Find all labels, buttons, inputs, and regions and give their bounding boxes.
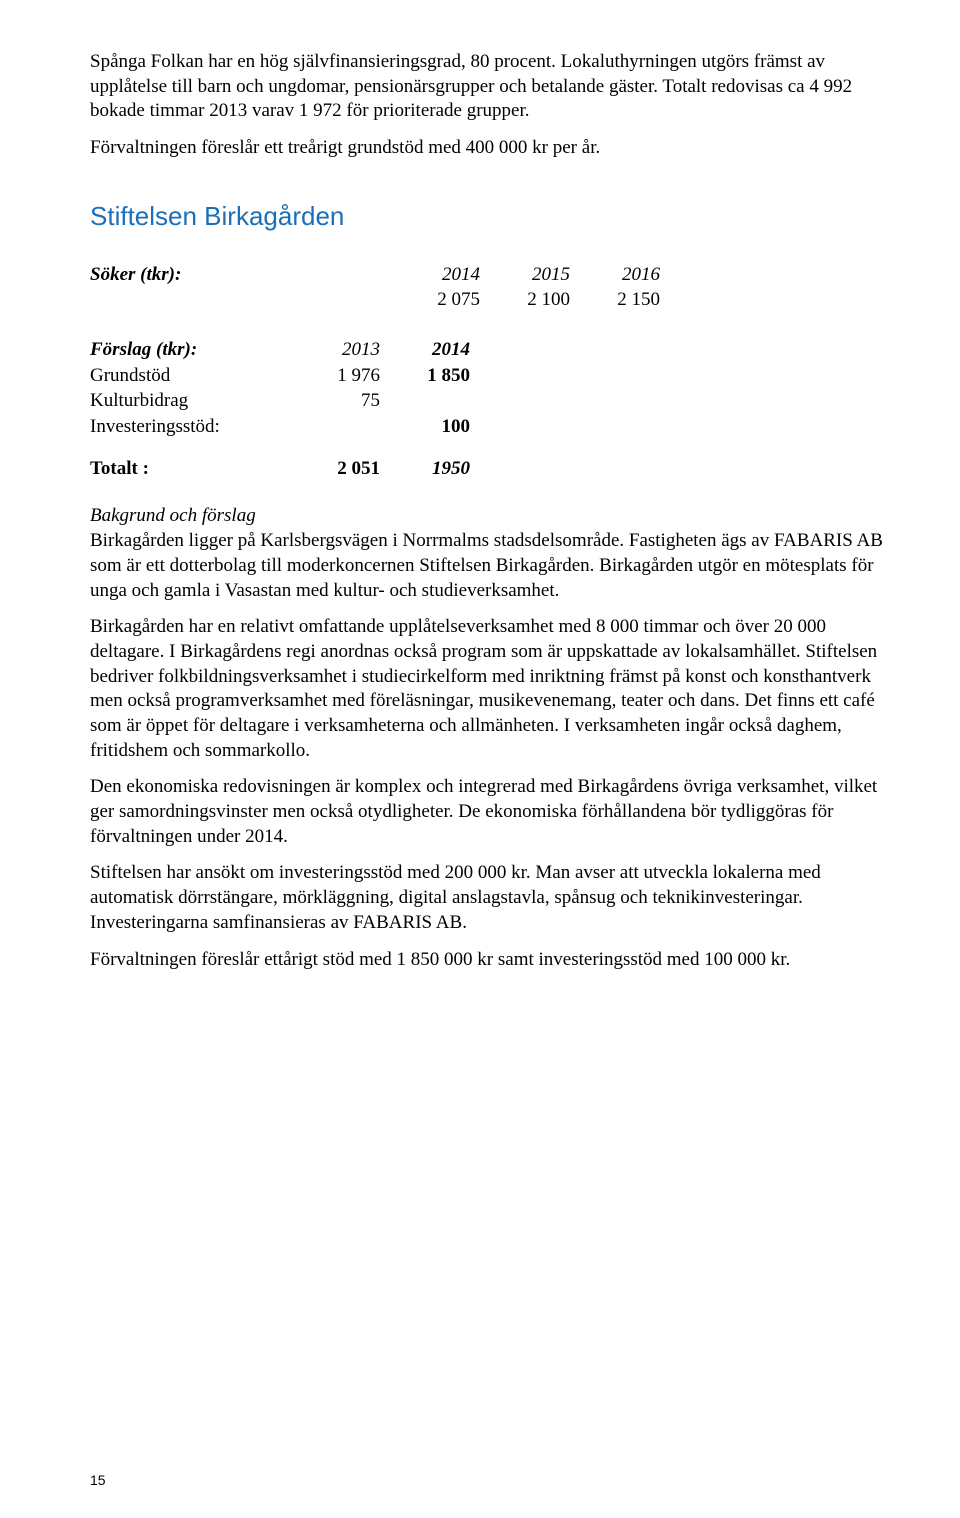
forslag-header-label: Förslag (tkr):: [90, 337, 290, 363]
soker-year-2: 2015: [480, 262, 570, 288]
document-page: Spånga Folkan har en hög självfinansieri…: [0, 0, 960, 1518]
forslag-total-c1: 2 051: [290, 456, 380, 482]
forslag-row: Investeringsstöd: 100: [90, 414, 890, 440]
soker-val-2: 2 100: [480, 287, 570, 313]
forslag-row-c2: [380, 388, 470, 414]
soker-spacer: [90, 287, 390, 313]
intro-paragraph-2: Förvaltningen föreslår ett treårigt grun…: [90, 136, 890, 161]
body-paragraph-5: Förvaltningen föreslår ettårigt stöd med…: [90, 948, 890, 973]
soker-val-3: 2 150: [570, 287, 660, 313]
forslag-total-c2: 1950: [380, 456, 470, 482]
soker-table: Söker (tkr): 2014 2015 2016 2 075 2 100 …: [90, 262, 890, 481]
body-paragraph-1: Birkagården ligger på Karlsbergsvägen i …: [90, 529, 890, 603]
background-label: Bakgrund och förslag: [90, 505, 890, 527]
forslag-row-c1: [290, 414, 380, 440]
page-number: 15: [90, 1472, 106, 1488]
forslag-row-label: Investeringsstöd:: [90, 414, 290, 440]
body-paragraph-3: Den ekonomiska redovisningen är komplex …: [90, 775, 890, 849]
forslag-row-c2: 100: [380, 414, 470, 440]
forslag-total-label: Totalt :: [90, 456, 290, 482]
forslag-row-c2: 1 850: [380, 363, 470, 389]
soker-year-3: 2016: [570, 262, 660, 288]
forslag-header-c2: 2014: [380, 337, 470, 363]
forslag-row: Grundstöd 1 976 1 850: [90, 363, 890, 389]
forslag-row: Kulturbidrag 75: [90, 388, 890, 414]
intro-paragraph-1: Spånga Folkan har en hög självfinansieri…: [90, 50, 890, 124]
soker-year-1: 2014: [390, 262, 480, 288]
section-heading: Stiftelsen Birkagården: [90, 201, 890, 232]
forslag-row-c1: 1 976: [290, 363, 380, 389]
forslag-row-label: Grundstöd: [90, 363, 290, 389]
forslag-row-c1: 75: [290, 388, 380, 414]
forslag-table: Förslag (tkr): 2013 2014 Grundstöd 1 976…: [90, 337, 890, 481]
soker-label: Söker (tkr):: [90, 262, 390, 288]
body-paragraph-4: Stiftelsen har ansökt om investeringsstö…: [90, 861, 890, 935]
body-paragraph-2: Birkagården har en relativt omfattande u…: [90, 615, 890, 763]
forslag-header-c1: 2013: [290, 337, 380, 363]
soker-val-1: 2 075: [390, 287, 480, 313]
forslag-row-label: Kulturbidrag: [90, 388, 290, 414]
